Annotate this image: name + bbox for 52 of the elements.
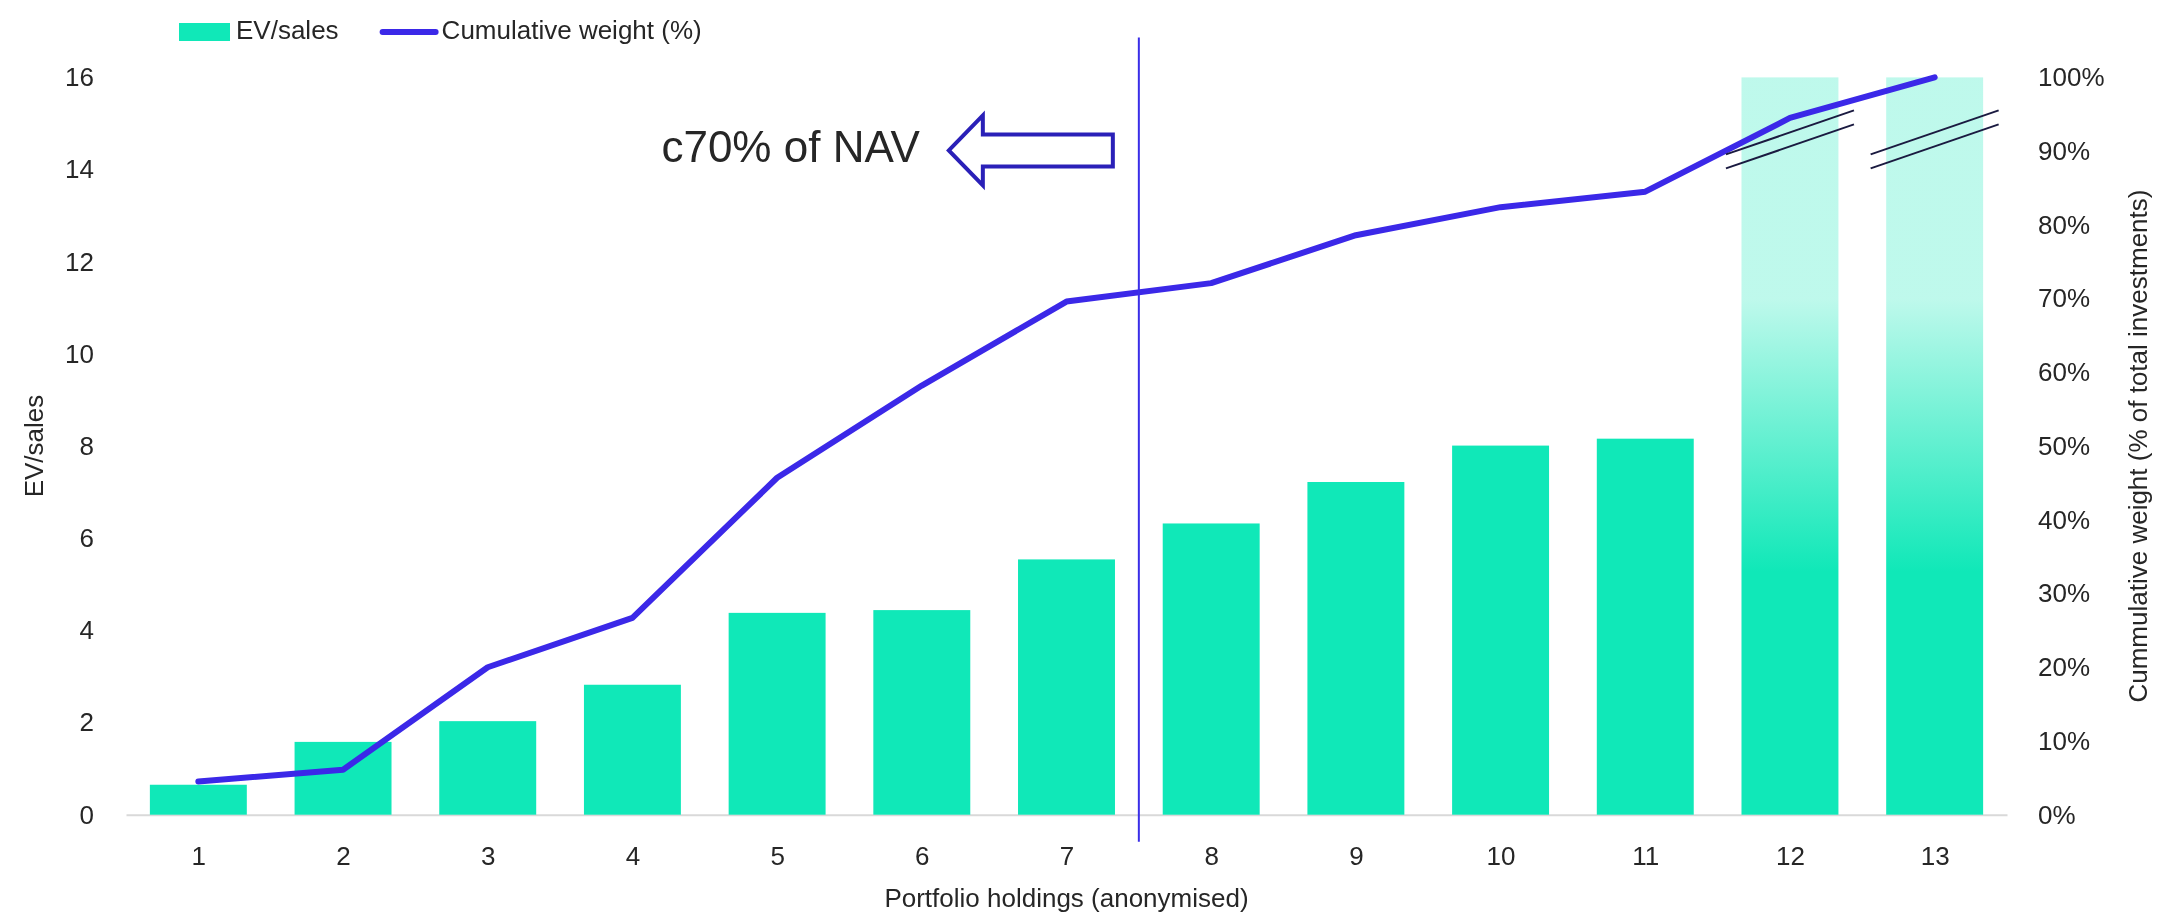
x-tick-label: 1 [191, 841, 207, 872]
y2-tick-label: 20% [2038, 652, 2091, 683]
x-tick-label: 2 [336, 841, 351, 872]
bar [439, 721, 537, 815]
x-tick-label: 10 [1486, 841, 1516, 872]
bar [1162, 523, 1260, 815]
x-tick-label: 7 [1059, 841, 1075, 872]
y-tick-label: 10 [65, 338, 94, 369]
x-tick-label: 12 [1776, 841, 1805, 872]
x-tick-label: 9 [1349, 841, 1364, 872]
x-tick-label: 13 [1920, 841, 1950, 872]
y2-tick-label: 60% [2038, 357, 2091, 388]
y2-tick-label: 10% [2038, 725, 2091, 756]
y2-axis-title: Cummulative weight (% of total investments) [2122, 189, 2153, 703]
x-tick-label: 6 [915, 841, 930, 872]
y-axis-title: EV/sales [18, 394, 49, 498]
bar [1307, 481, 1405, 815]
x-tick-label: 5 [770, 841, 785, 872]
y2-tick-label: 90% [2038, 135, 2091, 166]
legend-label: Cumulative weight (%) [441, 14, 702, 45]
bar [728, 612, 826, 815]
bar [873, 610, 971, 815]
y-tick-label: 14 [65, 154, 94, 185]
x-axis-title: Portfolio holdings (anonymised) [884, 882, 1249, 913]
x-tick-label: 11 [1632, 841, 1660, 872]
bar [583, 684, 681, 815]
bar [1741, 77, 1839, 815]
y-tick-label: 8 [79, 430, 94, 461]
y2-tick-label: 70% [2038, 283, 2091, 314]
y2-tick-label: 0% [2038, 799, 2076, 830]
bar [294, 741, 392, 815]
bar [149, 784, 247, 815]
x-tick-label: 4 [625, 841, 641, 872]
y-tick-label: 2 [79, 707, 94, 738]
y-tick-label: 4 [79, 615, 94, 646]
annotation: c70% of NAV [661, 122, 921, 172]
y2-tick-label: 30% [2038, 578, 2091, 609]
bar [1018, 559, 1115, 815]
y2-tick-label: 80% [2038, 209, 2091, 240]
bar [1886, 77, 1984, 815]
y-tick-label: 12 [65, 246, 94, 277]
y2-tick-label: 50% [2038, 430, 2091, 461]
x-tick-label: 8 [1204, 841, 1219, 872]
y-tick-label: 16 [65, 62, 94, 93]
y2-tick-label: 100% [2038, 62, 2105, 93]
y2-tick-label: 40% [2038, 504, 2091, 535]
y-tick-label: 0 [79, 799, 94, 830]
legend-label: EV/sales [236, 14, 339, 45]
y-tick-label: 6 [79, 523, 94, 554]
bar [1452, 445, 1550, 815]
x-tick-label: 3 [481, 841, 496, 872]
bar [1596, 438, 1694, 815]
